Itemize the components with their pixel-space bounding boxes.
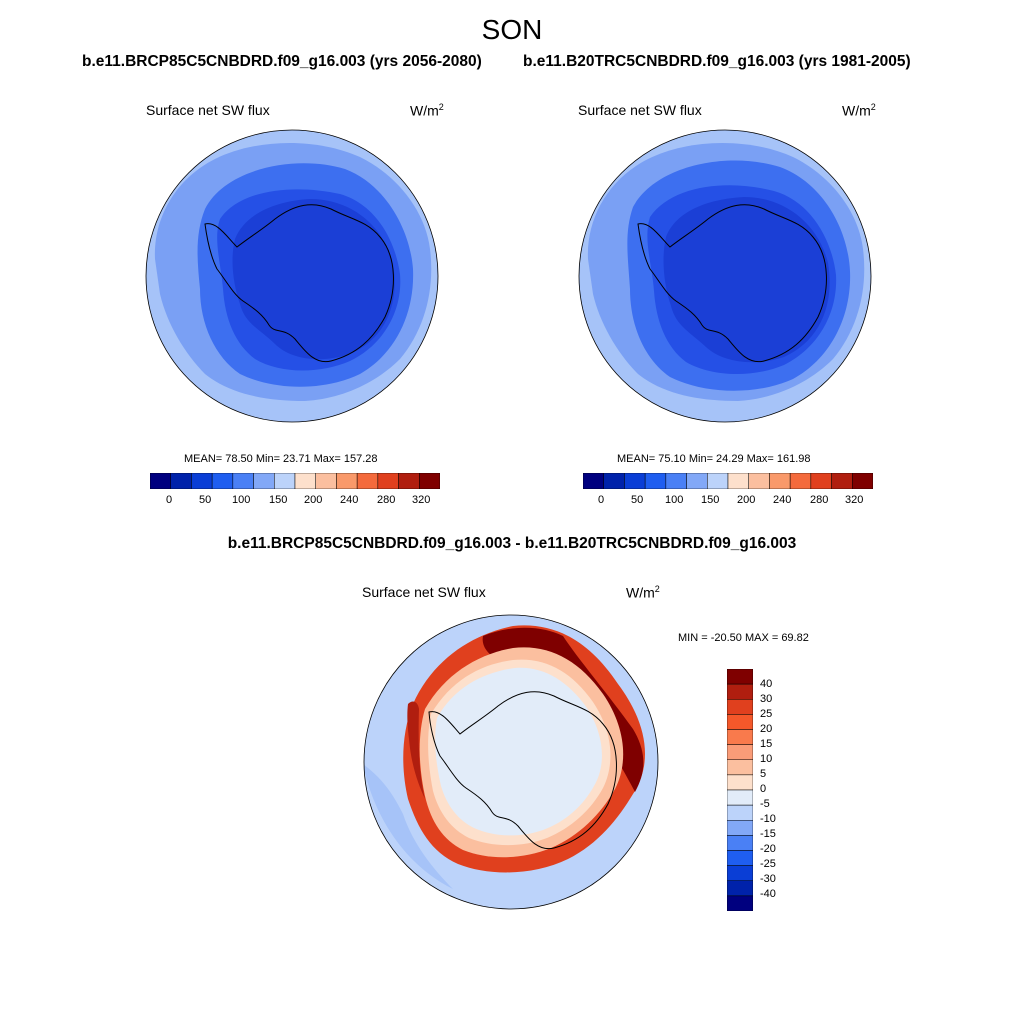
diff-map-stats: MIN = -20.50 MAX = 69.82	[678, 632, 809, 644]
colorbar-swatch	[810, 473, 832, 489]
colorbar-swatch	[583, 473, 604, 489]
diff-colorbar-tick: -5	[760, 798, 770, 810]
right-colorbar	[583, 473, 873, 489]
colorbar-swatch	[789, 473, 812, 489]
colorbar-swatch	[191, 473, 213, 489]
right-variable-label: Surface net SW flux	[578, 102, 702, 118]
colorbar-swatch	[727, 473, 749, 489]
diff-colorbar-tick: 20	[760, 723, 773, 735]
right-colorbar-tick: 50	[631, 494, 644, 506]
left-colorbar-tick: 280	[377, 494, 396, 506]
colorbar-swatch	[727, 744, 753, 761]
diff-colorbar-tick: 30	[760, 693, 773, 705]
diff-colorbar-tick: -30	[760, 873, 776, 885]
diff-colorbar-tick: -40	[760, 888, 776, 900]
left-colorbar-tick: 240	[340, 494, 359, 506]
colorbar-swatch	[419, 473, 440, 489]
left-units-label: W/m2	[410, 102, 444, 119]
colorbar-swatch	[356, 473, 379, 489]
colorbar-swatch	[727, 699, 753, 715]
left-colorbar-tick: 150	[269, 494, 288, 506]
colorbar-swatch	[294, 473, 316, 489]
diff-colorbar-tick: 5	[760, 768, 767, 780]
colorbar-swatch	[274, 473, 296, 489]
colorbar-swatch	[727, 729, 753, 745]
colorbar-swatch	[727, 759, 753, 776]
right-colorbar-tick: 150	[701, 494, 720, 506]
diff-colorbar-tick: -25	[760, 858, 776, 870]
colorbar-swatch	[727, 683, 753, 700]
colorbar-swatch	[727, 804, 753, 821]
right-colorbar-tick: 240	[773, 494, 792, 506]
left-polar-map	[145, 129, 439, 423]
colorbar-swatch	[727, 835, 753, 851]
colorbar-swatch	[377, 473, 399, 489]
colorbar-swatch	[315, 473, 337, 489]
diff-colorbar-tick: 10	[760, 753, 773, 765]
diff-colorbar-tick: 25	[760, 708, 773, 720]
colorbar-swatch	[727, 865, 753, 882]
colorbar-swatch	[211, 473, 234, 489]
left-colorbar-tick: 200	[304, 494, 323, 506]
colorbar-swatch	[727, 895, 753, 911]
left-colorbar-tick: 50	[199, 494, 212, 506]
left-colorbar	[150, 473, 440, 489]
diff-colorbar-tick: -15	[760, 828, 776, 840]
diff-colorbar-tick: -10	[760, 813, 776, 825]
colorbar-swatch	[232, 473, 254, 489]
colorbar-swatch	[686, 473, 708, 489]
left-colorbar-tick: 320	[412, 494, 431, 506]
colorbar-swatch	[831, 473, 853, 489]
colorbar-swatch	[727, 714, 753, 730]
colorbar-swatch	[644, 473, 667, 489]
colorbar-swatch	[150, 473, 171, 489]
right-polar-map	[578, 129, 872, 423]
left-colorbar-tick: 100	[232, 494, 251, 506]
colorbar-swatch	[727, 850, 753, 866]
colorbar-swatch	[170, 473, 192, 489]
colorbar-swatch	[727, 820, 753, 836]
colorbar-swatch	[707, 473, 729, 489]
colorbar-swatch	[727, 789, 753, 806]
diff-colorbar-tick: 0	[760, 783, 767, 795]
diff-colorbar-tick: 40	[760, 678, 773, 690]
colorbar-swatch	[624, 473, 646, 489]
colorbar-swatch	[603, 473, 625, 489]
difference-polar-map	[363, 614, 659, 910]
right-colorbar-tick: 280	[810, 494, 829, 506]
left-map-stats: MEAN= 78.50 Min= 23.71 Max= 157.28	[184, 453, 378, 465]
left-variable-label: Surface net SW flux	[146, 102, 270, 118]
left-case-title: b.e11.BRCP85C5CNBDRD.f09_g16.003 (yrs 20…	[82, 53, 482, 70]
season-title: SON	[481, 14, 543, 45]
right-units-label: W/m2	[842, 102, 876, 119]
colorbar-swatch	[727, 880, 753, 897]
difference-colorbar	[727, 669, 753, 911]
right-colorbar-tick: 320	[845, 494, 864, 506]
colorbar-swatch	[336, 473, 358, 489]
colorbar-swatch	[398, 473, 420, 489]
right-colorbar-tick: 0	[598, 494, 605, 506]
colorbar-swatch	[727, 669, 753, 685]
difference-title: b.e11.BRCP85C5CNBDRD.f09_g16.003 - b.e11…	[227, 535, 797, 552]
colorbar-swatch	[769, 473, 791, 489]
left-colorbar-tick: 0	[166, 494, 173, 506]
diff-variable-label: Surface net SW flux	[362, 584, 486, 600]
colorbar-swatch	[748, 473, 770, 489]
diff-colorbar-tick: -20	[760, 843, 776, 855]
right-case-title: b.e11.B20TRC5CNBDRD.f09_g16.003 (yrs 198…	[523, 53, 911, 70]
right-colorbar-tick: 200	[737, 494, 756, 506]
right-colorbar-tick: 100	[665, 494, 684, 506]
colorbar-swatch	[852, 473, 873, 489]
diff-units-label: W/m2	[626, 584, 660, 601]
right-map-stats: MEAN= 75.10 Min= 24.29 Max= 161.98	[617, 453, 811, 465]
colorbar-swatch	[665, 473, 687, 489]
colorbar-swatch	[727, 774, 753, 791]
colorbar-swatch	[253, 473, 275, 489]
diff-colorbar-tick: 15	[760, 738, 773, 750]
